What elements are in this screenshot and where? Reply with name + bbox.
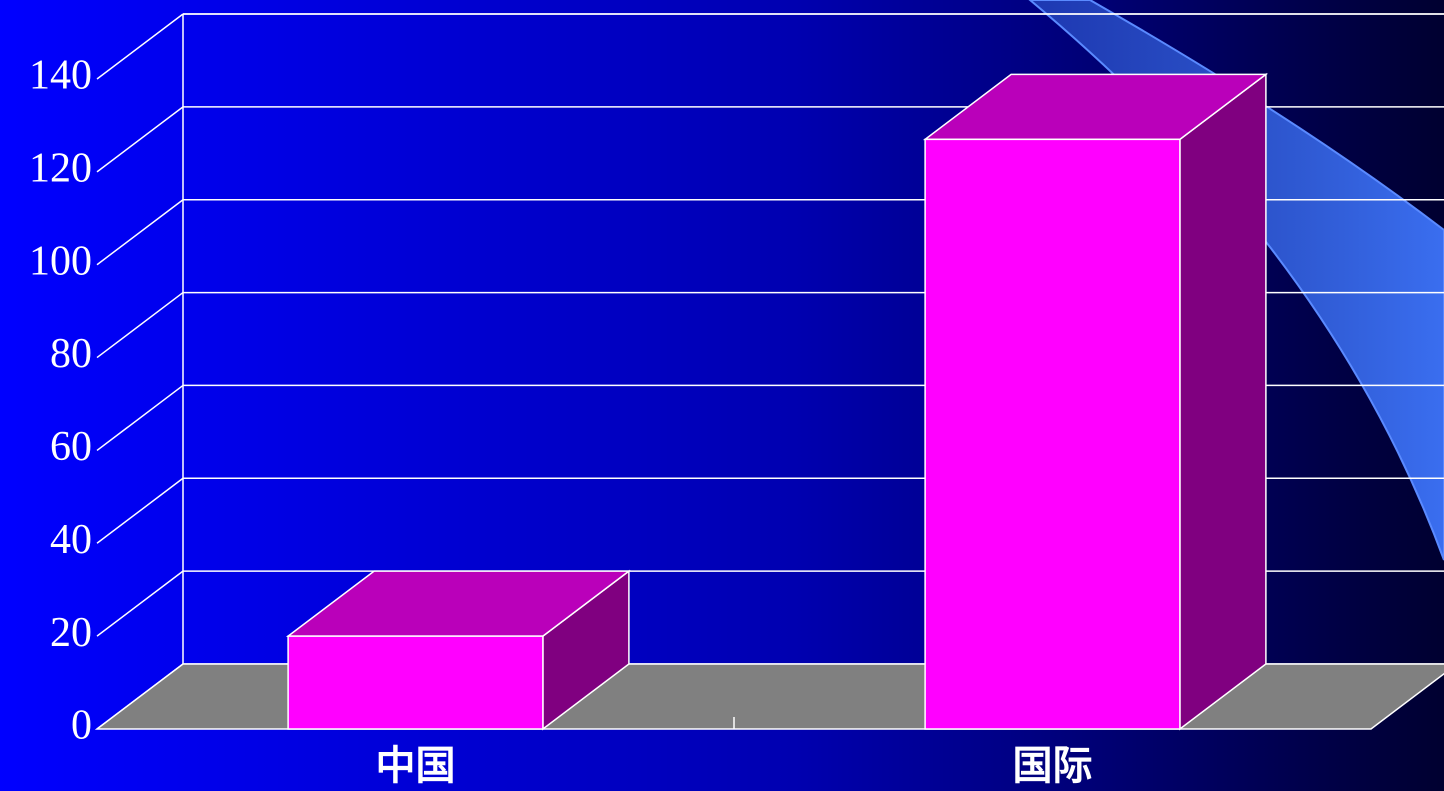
y-tick-label: 120 [29, 145, 92, 191]
y-tick-label: 60 [50, 424, 92, 470]
y-tick-label: 100 [29, 238, 92, 284]
chart: 0 20 40 60 80 100 120 140 中国 国际 [0, 0, 1444, 791]
y-tick-label: 40 [50, 517, 92, 563]
x-tick-label: 中国 [376, 743, 456, 789]
bar [925, 139, 1180, 729]
y-tick-label: 20 [50, 610, 92, 656]
y-tick-label: 0 [71, 703, 92, 749]
y-tick-label: 140 [29, 53, 92, 99]
y-tick-label: 80 [50, 331, 92, 377]
x-tick-label: 国际 [1013, 743, 1093, 789]
bar-side [1180, 74, 1266, 729]
page: {"chart_data": {"type": "bar3d", "catego… [0, 0, 1444, 791]
bar [288, 636, 543, 729]
